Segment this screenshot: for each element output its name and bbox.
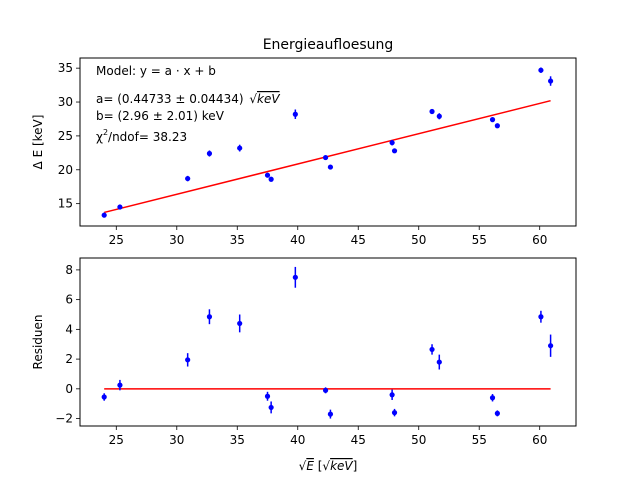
top-data-point [117,204,123,210]
bottom-data-point [327,411,334,417]
top-data-point [264,172,271,178]
top-x-tick-label-25: 25 [109,233,124,247]
top-y-tick-label-20: 20 [58,163,73,177]
top-x-tick-label-60: 60 [532,233,547,247]
chi2-symbol: χ [96,130,103,144]
bottom-data-point [436,359,442,365]
top-chart: Energieaufloesung 25 30 35 40 45 50 55 60 15 20 2… [31,37,577,247]
bottom-chart: 25 30 35 40 45 50 55 60 −2 0 2 4 6 8 Residuen √E [√k… [31,257,577,473]
bottom-data-point [264,393,271,399]
bottom-x-tick-label-60: 60 [532,433,547,447]
top-data-point [268,176,274,182]
top-data-point [489,117,496,123]
top-data-point [547,78,554,84]
bottom-data-point [237,320,243,327]
bottom-y-tick-label--2: −2 [55,412,73,426]
chart-title: Energieaufloesung [263,37,394,53]
x-label-bracket-open: [√ [314,459,330,473]
top-x-tick-label-40: 40 [290,233,305,247]
model-annotation: Model: y = a · x + b [96,64,216,78]
bottom-data-point [206,314,213,320]
x-label-bracket-close: ] [353,459,358,473]
top-y-tick-label-15: 15 [58,197,73,211]
bottom-data-point [185,357,191,363]
bottom-data-point [389,392,395,398]
x-axis-label: √E [√keV] [299,459,358,473]
bottom-x-tick-label-40: 40 [290,433,305,447]
bottom-data-point [494,410,500,416]
top-data-point [206,150,213,157]
b-annotation: b= (2.96 ± 2.01) keV [96,109,225,123]
bottom-data-point [101,394,107,400]
bottom-data-layer [101,266,554,419]
chi2-annotation: χ2/ndof= 38.23 [96,128,187,144]
chi2-value: /ndof= 38.23 [108,130,187,144]
bottom-y-tick-label-4: 4 [65,322,73,336]
top-data-point [185,175,191,182]
top-y-ticks: 15 20 25 30 35 [58,61,80,211]
top-data-point [237,145,243,151]
x-label-unit: keV [330,459,353,473]
a-sqrt-sign: √ [249,92,257,106]
bottom-x-tick-label-35: 35 [230,433,245,447]
bottom-x-tick-label-30: 30 [169,433,184,447]
top-data-point [391,148,398,154]
bottom-data-point [292,274,298,280]
bottom-data-point [547,343,554,349]
top-data-point [327,164,334,170]
bottom-y-axis-label: Residuen [31,315,45,370]
top-data-layer [101,67,554,218]
top-data-point [101,212,107,218]
a-annotation-value: a= (0.44733 ± 0.04434) [96,92,244,106]
fit-annotations: Model: y = a · x + b a= (0.44733 ± 0.044… [96,64,280,144]
bottom-y-tick-label-8: 8 [65,263,73,277]
bottom-x-tick-label-45: 45 [351,433,366,447]
top-x-tick-label-50: 50 [411,233,426,247]
top-data-point [322,154,329,161]
top-data-point [292,111,298,117]
bottom-data-point [117,382,123,388]
top-data-point [429,108,435,115]
bottom-x-tick-label-50: 50 [411,433,426,447]
top-x-tick-label-55: 55 [472,233,487,247]
top-data-point [494,123,500,129]
top-data-point [389,140,395,146]
top-data-point [436,113,442,119]
x-label-sqrt-sign: √ [299,459,307,473]
top-data-point [538,67,544,73]
x-label-quantity: E [306,459,314,473]
top-x-tick-label-35: 35 [230,233,245,247]
top-y-tick-label-35: 35 [58,61,73,75]
top-x-tick-label-30: 30 [169,233,184,247]
bottom-y-ticks: −2 0 2 4 6 8 [55,263,80,426]
chi2-superscript: 2 [103,128,108,137]
bottom-data-point [489,395,496,401]
top-x-ticks: 25 30 35 40 45 50 55 60 [109,226,547,247]
a-annotation: a= (0.44733 ± 0.04434) √keV [96,92,280,106]
top-y-tick-label-25: 25 [58,129,73,143]
top-y-axis-label: Δ E [keV] [31,115,45,170]
bottom-data-point [322,387,329,393]
bottom-data-point [538,314,544,320]
bottom-y-tick-label-6: 6 [65,293,73,307]
bottom-data-point [391,410,398,416]
bottom-data-point [429,346,435,353]
bottom-x-ticks: 25 30 35 40 45 50 55 60 [109,426,547,447]
top-x-tick-label-45: 45 [351,233,366,247]
bottom-x-tick-label-55: 55 [472,433,487,447]
bottom-axes-frame [79,257,577,427]
bottom-data-point [268,404,274,411]
top-y-tick-label-30: 30 [58,95,73,109]
bottom-y-tick-label-2: 2 [65,352,73,366]
a-annotation-unit: keV [257,92,280,106]
bottom-x-tick-label-25: 25 [109,433,124,447]
top-axes-frame [79,57,577,227]
bottom-y-tick-label-0: 0 [65,382,73,396]
